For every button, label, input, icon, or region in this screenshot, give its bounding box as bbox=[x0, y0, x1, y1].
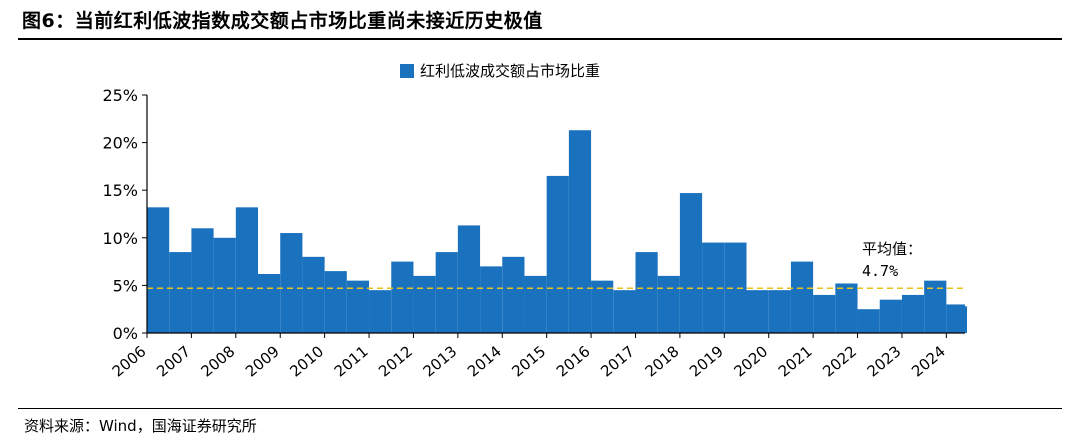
bar bbox=[524, 275, 547, 333]
x-tick-label: 2016 bbox=[553, 342, 594, 380]
bar bbox=[191, 228, 214, 333]
bar bbox=[591, 280, 614, 333]
bar bbox=[946, 304, 965, 333]
x-tick-label: 2011 bbox=[331, 342, 372, 380]
bar bbox=[235, 207, 259, 333]
bar bbox=[457, 225, 481, 333]
x-tick-label: 2023 bbox=[864, 342, 905, 380]
bar bbox=[213, 237, 236, 333]
bar bbox=[169, 252, 192, 333]
axes: 0% 5% 10% 15% 20% 25% 2006 2007 2008 2009 2010 2011… bbox=[102, 86, 965, 381]
bar bbox=[813, 294, 836, 333]
legend-swatch bbox=[400, 64, 414, 78]
bar bbox=[480, 266, 503, 333]
bar bbox=[369, 290, 392, 333]
y-tick-label: 0% bbox=[113, 324, 138, 343]
bar bbox=[835, 283, 858, 333]
x-tick-label: 2010 bbox=[286, 342, 327, 380]
x-tick-label: 2018 bbox=[642, 342, 683, 380]
y-tick-label: 5% bbox=[113, 276, 138, 295]
bar bbox=[391, 261, 414, 333]
bar bbox=[901, 294, 925, 333]
bar bbox=[924, 280, 947, 333]
x-tick-label: 2008 bbox=[198, 342, 239, 380]
bar bbox=[324, 271, 347, 333]
bar bbox=[768, 290, 791, 333]
bar bbox=[147, 207, 170, 333]
bar bbox=[435, 252, 458, 333]
bar bbox=[568, 130, 592, 333]
average-label: 平均值： bbox=[862, 240, 922, 258]
x-tick-label: 2012 bbox=[375, 342, 416, 380]
x-tick-label: 2021 bbox=[775, 342, 816, 380]
bar bbox=[857, 309, 880, 333]
bar bbox=[413, 275, 436, 333]
bar bbox=[635, 252, 658, 333]
bar bbox=[302, 256, 325, 333]
source-note: 资料来源：Wind，国海证券研究所 bbox=[24, 417, 257, 435]
bar bbox=[258, 273, 281, 333]
x-tick-label: 2017 bbox=[597, 342, 638, 380]
x-tick-label: 2024 bbox=[908, 342, 949, 380]
figure-title: 图6：当前红利低波指数成交额占市场比重尚未接近历史极值 bbox=[22, 10, 543, 32]
title-rule bbox=[18, 38, 1062, 40]
bar bbox=[879, 299, 902, 333]
x-tick-label: 2006 bbox=[109, 342, 150, 380]
x-tick-label: 2015 bbox=[508, 342, 549, 380]
legend: 红利低波成交额占市场比重 bbox=[400, 62, 600, 80]
bars bbox=[147, 130, 967, 333]
bar bbox=[746, 290, 769, 333]
y-tick-label: 15% bbox=[102, 181, 138, 200]
bar bbox=[790, 261, 814, 333]
x-tick-label: 2007 bbox=[153, 342, 194, 380]
average-line-group: 平均值： 4.7% bbox=[147, 240, 965, 290]
x-tick-label: 2019 bbox=[686, 342, 727, 380]
bar bbox=[657, 275, 680, 333]
source-rule bbox=[18, 408, 1062, 409]
x-tick-label: 2014 bbox=[464, 342, 505, 380]
average-value-label: 4.7% bbox=[862, 262, 898, 280]
x-tick-label: 2020 bbox=[730, 342, 771, 380]
bar bbox=[679, 193, 703, 333]
y-tick-label: 25% bbox=[102, 86, 138, 105]
bar bbox=[965, 306, 967, 333]
bar bbox=[702, 242, 725, 333]
bar bbox=[546, 175, 569, 333]
x-tick-label: 2013 bbox=[420, 342, 461, 380]
bar bbox=[613, 290, 636, 333]
bar bbox=[346, 280, 370, 333]
x-tick-label: 2009 bbox=[242, 342, 283, 380]
legend-label: 红利低波成交额占市场比重 bbox=[420, 62, 600, 80]
bar bbox=[280, 233, 303, 333]
bar bbox=[724, 242, 747, 333]
chart: 红利低波成交额占市场比重 平均值： 4.7% 0% 5% 10% 15% 20% 25% 20… bbox=[102, 62, 967, 381]
y-tick-label: 20% bbox=[102, 134, 138, 153]
bar bbox=[502, 256, 525, 333]
y-tick-label: 10% bbox=[102, 229, 138, 248]
x-tick-label: 2022 bbox=[819, 342, 860, 380]
